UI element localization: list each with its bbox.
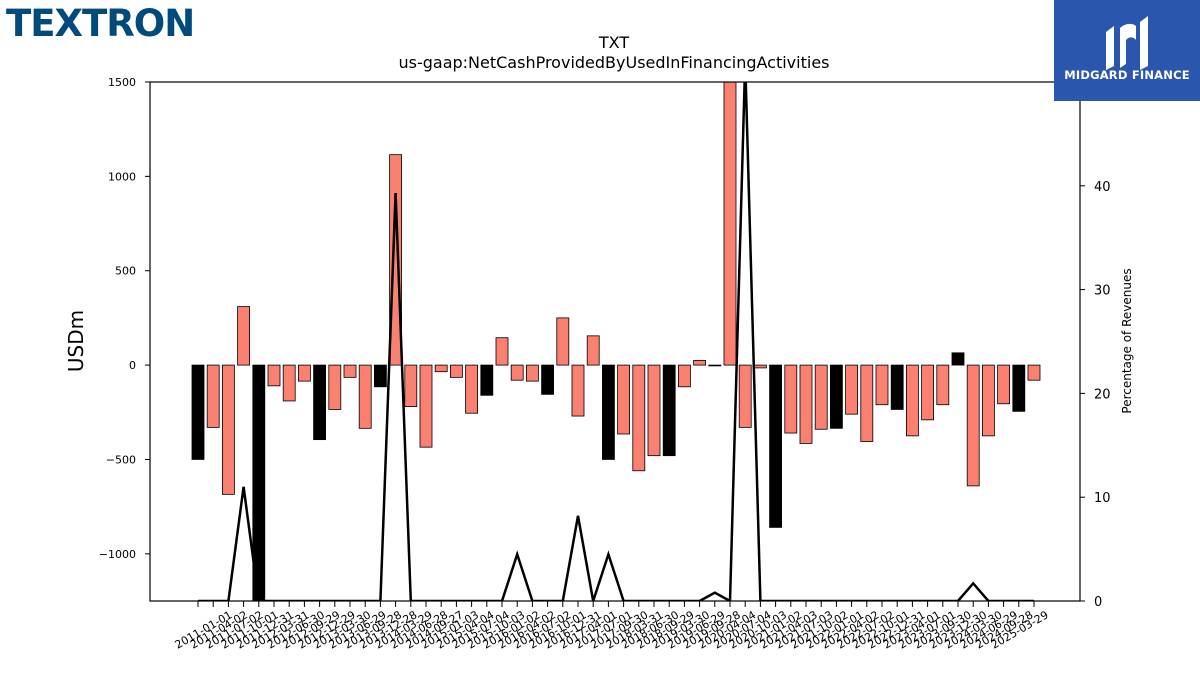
bar <box>237 306 251 366</box>
bar <box>784 364 798 434</box>
bar <box>632 364 646 472</box>
bar <box>267 364 281 387</box>
bar <box>890 364 904 410</box>
y2-tick-label: 40 <box>1094 180 1111 195</box>
x-axis: 2011-01-012011-04-022011-07-022011-10-01… <box>173 601 1051 652</box>
y-tick-label: −1000 <box>99 548 136 561</box>
y2-tick-label: 20 <box>1094 387 1111 402</box>
bar <box>449 364 463 378</box>
chart-title: TXT <box>598 33 629 52</box>
bar <box>617 364 630 435</box>
bar <box>814 364 828 430</box>
bar <box>845 364 858 415</box>
y-tick-label: 1500 <box>108 76 136 89</box>
bar <box>282 364 296 402</box>
bar <box>936 364 950 406</box>
bar <box>313 364 327 441</box>
bar <box>906 364 919 437</box>
bar <box>434 364 448 373</box>
bar <box>191 364 205 460</box>
textron-logo-text: TEXTRON <box>6 2 195 45</box>
bar <box>860 364 874 442</box>
bar <box>419 364 433 448</box>
pct-line-group <box>198 82 1034 601</box>
bar <box>738 364 752 428</box>
bar <box>328 364 342 410</box>
bar <box>1027 364 1041 381</box>
bar <box>297 364 311 382</box>
bar <box>799 364 813 444</box>
bar <box>693 359 706 366</box>
textron-logo: TEXTRON <box>6 2 195 45</box>
bar <box>678 364 691 388</box>
bar <box>373 364 387 388</box>
bar <box>480 364 494 396</box>
bar <box>1012 364 1026 412</box>
bar <box>571 364 585 417</box>
bar <box>647 364 661 457</box>
bar <box>404 364 418 408</box>
bar <box>206 364 220 428</box>
bar <box>343 364 357 378</box>
bar <box>723 82 737 366</box>
plot-frame <box>149 81 1081 602</box>
pct-of-revenues-line <box>198 82 1034 601</box>
bars-group <box>191 82 1041 601</box>
bar <box>921 364 934 421</box>
bar <box>541 364 554 395</box>
y-axis-label: USDm <box>64 310 88 372</box>
y-tick-label: 1000 <box>108 170 136 183</box>
bar <box>586 335 600 366</box>
bar <box>662 364 676 457</box>
bar <box>389 154 403 366</box>
bar <box>221 364 235 495</box>
bar <box>966 364 980 487</box>
bar <box>951 352 965 366</box>
bar <box>252 364 266 601</box>
bar <box>526 364 539 382</box>
bar <box>754 364 767 369</box>
y2-axis-label: Percentage of Revenues <box>1120 268 1134 413</box>
midgard-logo-icon <box>1106 16 1148 70</box>
bar <box>495 337 509 366</box>
bar <box>510 364 524 381</box>
bar <box>769 364 782 528</box>
bar <box>830 364 843 429</box>
y-tick-label: 0 <box>129 359 136 372</box>
bar <box>708 364 722 367</box>
bar <box>358 364 372 429</box>
chart-subtitle: us-gaap:NetCashProvidedByUsedInFinancing… <box>398 53 829 72</box>
left-y-axis: 1500 1000 500 0 −500 −1000 <box>99 76 150 561</box>
midgard-logo-text: MIDGARD FINANCE <box>1064 68 1190 82</box>
bar <box>982 364 995 437</box>
y-tick-label: 500 <box>115 265 136 278</box>
bar <box>602 364 615 460</box>
y2-tick-label: 0 <box>1094 595 1102 610</box>
midgard-finance-logo: MIDGARD FINANCE <box>1054 0 1200 101</box>
y2-tick-label: 10 <box>1094 491 1111 506</box>
bar <box>465 364 479 414</box>
y-tick-label: −500 <box>106 453 136 466</box>
bar <box>997 364 1010 405</box>
bar <box>875 364 889 406</box>
bar <box>556 317 570 366</box>
right-y-axis: 50403020100 <box>1080 76 1111 610</box>
y2-tick-label: 30 <box>1094 284 1111 299</box>
